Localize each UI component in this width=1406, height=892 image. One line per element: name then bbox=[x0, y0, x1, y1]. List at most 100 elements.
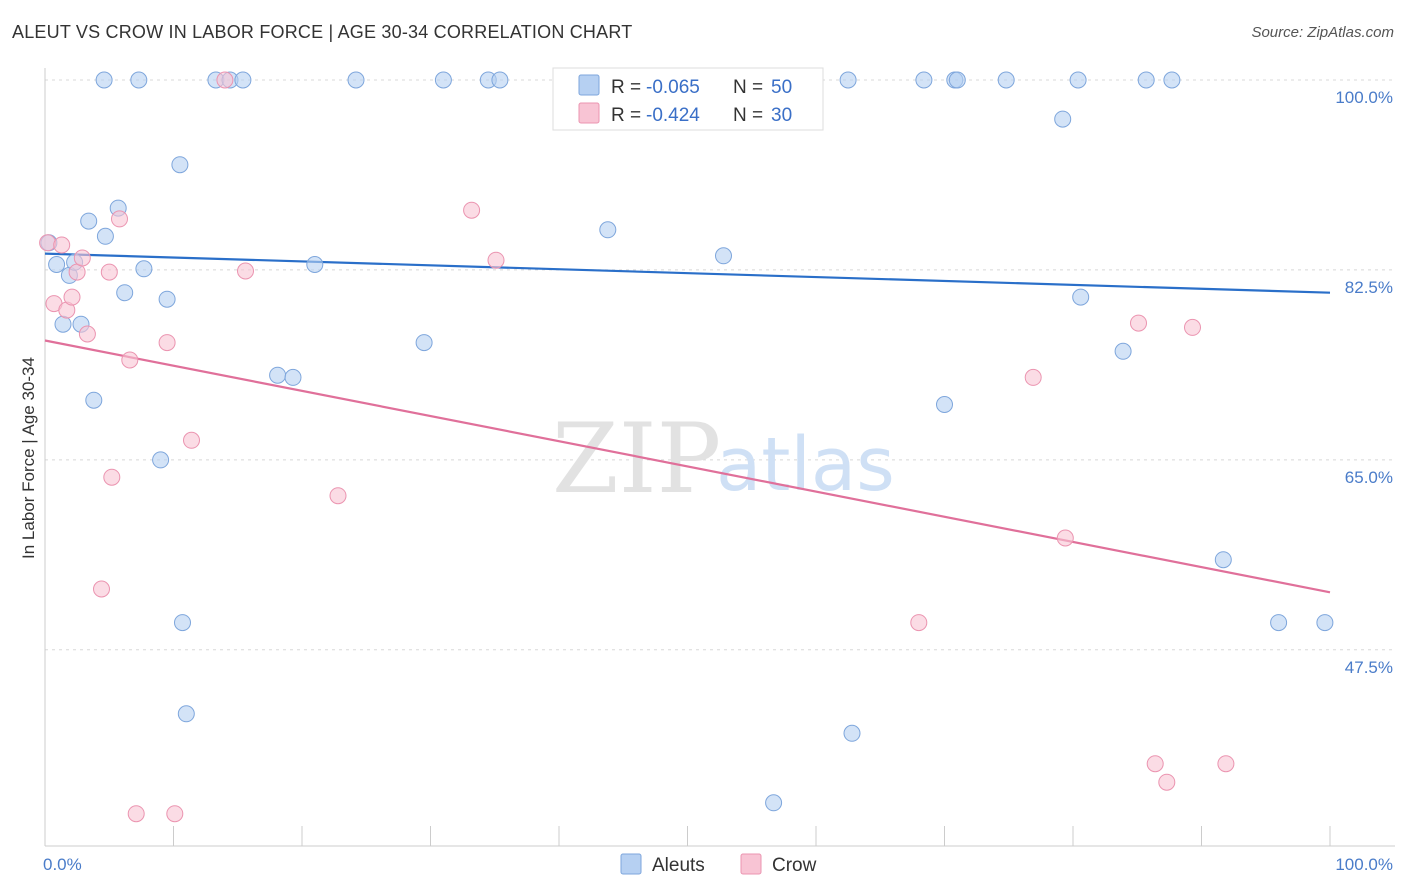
grid-layer: 100.0% 82.5% 65.0% 47.5% bbox=[45, 79, 1395, 677]
point-crow-5 bbox=[68, 263, 86, 281]
legend-n-value-crow: 30 bbox=[771, 105, 792, 126]
point-crow-25 bbox=[1130, 314, 1147, 332]
point-aleut-16 bbox=[171, 156, 189, 174]
stats-legend: R = -0.065 N = 50 R = -0.424 N = 30 bbox=[552, 67, 824, 131]
point-aleut-37 bbox=[936, 396, 953, 413]
point-aleut-2 bbox=[54, 315, 72, 333]
point-aleut-42 bbox=[1069, 71, 1087, 89]
point-crow-28 bbox=[1184, 318, 1201, 336]
point-aleut-43 bbox=[1072, 288, 1090, 306]
point-crow-15 bbox=[166, 805, 184, 823]
point-aleut-6 bbox=[80, 212, 98, 230]
point-crow-17 bbox=[216, 71, 234, 89]
point-aleut-7 bbox=[85, 391, 103, 409]
source-label: Source: ZipAtlas.com bbox=[1251, 24, 1394, 41]
point-crow-0 bbox=[39, 234, 57, 252]
y-tick-label-3: 47.5% bbox=[1345, 658, 1393, 677]
point-aleut-17 bbox=[174, 614, 191, 632]
bottom-legend-crow: Crow bbox=[772, 855, 817, 876]
watermark-zip: ZIP bbox=[552, 403, 721, 515]
x-tick-label-right: 100.0% bbox=[1335, 855, 1393, 874]
point-aleut-25 bbox=[347, 71, 365, 89]
chart-title: ALEUT VS CROW IN LABOR FORCE | AGE 30-34… bbox=[12, 22, 633, 42]
point-crow-11 bbox=[111, 210, 128, 228]
point-crow-23 bbox=[1024, 368, 1042, 386]
point-aleut-24 bbox=[306, 256, 324, 273]
point-crow-7 bbox=[78, 325, 96, 343]
point-crow-29 bbox=[1217, 755, 1235, 773]
y-tick-label-0: 100.0% bbox=[1335, 88, 1393, 107]
point-crow-20 bbox=[463, 201, 481, 219]
legend-r-value-aleut: -0.065 bbox=[646, 77, 700, 98]
y-tick-label-2: 65.0% bbox=[1345, 468, 1393, 487]
trend-layer bbox=[44, 252, 1331, 594]
point-aleut-27 bbox=[434, 71, 452, 89]
point-aleut-8 bbox=[95, 71, 113, 89]
legend-n-label-aleut: N = bbox=[733, 77, 763, 98]
point-crow-24 bbox=[1056, 529, 1074, 547]
watermark: ZIP atlas bbox=[552, 403, 895, 515]
point-aleut-47 bbox=[1214, 551, 1232, 569]
point-aleut-11 bbox=[116, 284, 134, 302]
point-aleut-29 bbox=[491, 71, 509, 89]
point-crow-10 bbox=[103, 468, 121, 486]
watermark-atlas: atlas bbox=[716, 422, 895, 508]
legend-swatch-aleut bbox=[578, 74, 600, 96]
point-aleut-40 bbox=[997, 71, 1015, 89]
point-crow-26 bbox=[1146, 755, 1164, 773]
points-layer bbox=[39, 71, 1334, 823]
legend-r-label-aleut: R = bbox=[611, 77, 641, 98]
point-aleut-30 bbox=[599, 221, 617, 239]
point-crow-19 bbox=[329, 487, 347, 505]
point-aleut-12 bbox=[130, 71, 148, 89]
axis-layer: 0.0% 100.0% bbox=[43, 68, 1395, 874]
point-crow-22 bbox=[910, 614, 928, 632]
point-aleut-15 bbox=[158, 290, 176, 308]
legend-r-label-crow: R = bbox=[611, 105, 641, 126]
point-aleut-32 bbox=[715, 247, 732, 265]
point-crow-4 bbox=[63, 288, 81, 306]
trend-line-aleut bbox=[44, 252, 1331, 294]
legend-n-label-crow: N = bbox=[733, 105, 763, 126]
point-crow-6 bbox=[73, 249, 91, 267]
point-aleut-13 bbox=[135, 260, 153, 278]
point-crow-16 bbox=[183, 431, 200, 449]
point-crow-12 bbox=[121, 351, 139, 369]
trend-line-crow bbox=[44, 339, 1331, 594]
point-aleut-35 bbox=[843, 724, 861, 742]
point-aleut-1 bbox=[48, 256, 66, 273]
point-aleut-18 bbox=[177, 705, 195, 723]
bottom-legend-swatch-crow bbox=[740, 853, 762, 875]
x-tick-label-left: 0.0% bbox=[43, 855, 82, 874]
point-aleut-41 bbox=[1054, 110, 1072, 128]
point-crow-8 bbox=[93, 580, 110, 598]
point-crow-18 bbox=[237, 262, 254, 280]
point-aleut-46 bbox=[1163, 71, 1181, 89]
y-tick-label-1: 82.5% bbox=[1345, 278, 1393, 297]
series-legend: Aleuts Crow bbox=[620, 853, 817, 876]
point-aleut-36 bbox=[915, 71, 933, 89]
point-aleut-22 bbox=[269, 366, 287, 384]
point-aleut-14 bbox=[152, 451, 170, 469]
point-crow-2 bbox=[53, 236, 71, 254]
point-aleut-44 bbox=[1114, 342, 1132, 360]
point-aleut-21 bbox=[234, 71, 252, 89]
point-crow-9 bbox=[100, 263, 118, 281]
point-crow-21 bbox=[487, 251, 505, 269]
legend-r-value-crow: -0.424 bbox=[646, 105, 700, 126]
legend-swatch-crow bbox=[578, 102, 600, 124]
point-aleut-34 bbox=[839, 71, 857, 89]
point-crow-27 bbox=[1158, 773, 1176, 791]
point-crow-14 bbox=[158, 334, 176, 352]
point-aleut-45 bbox=[1137, 71, 1155, 89]
point-aleut-39 bbox=[948, 71, 966, 89]
point-crow-13 bbox=[127, 805, 145, 823]
point-aleut-26 bbox=[415, 334, 433, 352]
y-axis-label: In Labor Force | Age 30-34 bbox=[19, 357, 38, 559]
legend-n-value-aleut: 50 bbox=[771, 77, 792, 98]
bottom-legend-aleut: Aleuts bbox=[652, 855, 705, 876]
point-aleut-48 bbox=[1270, 614, 1288, 632]
point-aleut-49 bbox=[1316, 614, 1334, 632]
point-aleut-9 bbox=[96, 227, 114, 245]
